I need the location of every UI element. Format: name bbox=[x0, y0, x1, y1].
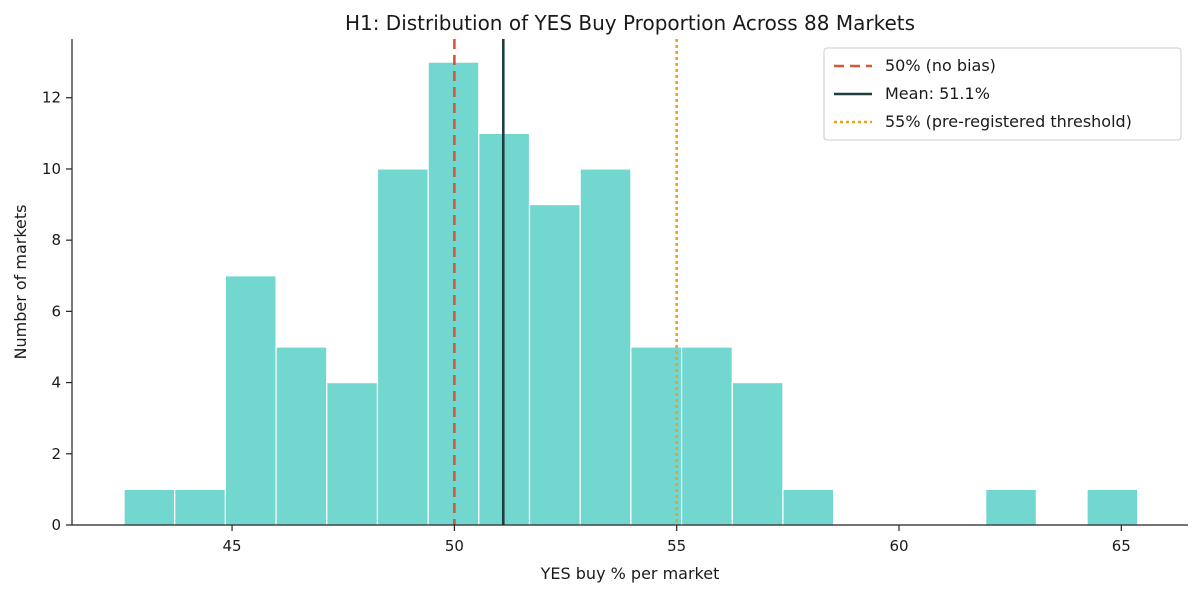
chart-title: H1: Distribution of YES Buy Proportion A… bbox=[345, 11, 915, 35]
histogram-bar bbox=[731, 381, 784, 526]
reference-lines-group bbox=[453, 39, 678, 525]
y-tick-label: 0 bbox=[51, 516, 61, 534]
histogram-bar bbox=[224, 275, 277, 526]
y-tick-label: 12 bbox=[42, 89, 61, 107]
histogram-bar bbox=[1086, 488, 1139, 526]
histogram-bar bbox=[376, 168, 429, 526]
y-axis-label: Number of markets bbox=[11, 205, 30, 360]
histogram-bar bbox=[579, 168, 632, 526]
histogram-bar bbox=[782, 488, 835, 526]
x-tick-label: 65 bbox=[1112, 537, 1131, 555]
y-tick-label: 6 bbox=[51, 302, 61, 320]
histogram-bar bbox=[680, 346, 733, 526]
y-tick-label: 10 bbox=[42, 160, 61, 178]
legend-label: 50% (no bias) bbox=[885, 56, 996, 75]
y-tick-label: 2 bbox=[51, 445, 61, 463]
x-ticks-group: 45 50 55 60 65 bbox=[223, 525, 1131, 555]
x-axis-label: YES buy % per market bbox=[540, 564, 720, 583]
y-tick-label: 8 bbox=[51, 231, 61, 249]
x-tick-label: 60 bbox=[889, 537, 908, 555]
bars-group bbox=[123, 61, 1139, 526]
legend-label: Mean: 51.1% bbox=[885, 84, 990, 103]
x-tick-label: 50 bbox=[445, 537, 464, 555]
histogram-bar bbox=[528, 203, 581, 526]
y-tick-label: 4 bbox=[51, 374, 61, 392]
x-tick-label: 45 bbox=[223, 537, 242, 555]
x-tick-label: 55 bbox=[667, 537, 686, 555]
histogram-bar bbox=[174, 488, 226, 526]
legend-box bbox=[823, 47, 1182, 141]
legend: 50% (no bias) Mean: 51.1% 55% (pre-registe… bbox=[823, 47, 1182, 141]
histogram-bar bbox=[326, 381, 379, 526]
histogram-bar bbox=[630, 346, 683, 526]
histogram-bar bbox=[123, 488, 176, 526]
legend-label: 55% (pre-registered threshold) bbox=[885, 112, 1132, 131]
histogram-bar bbox=[275, 346, 328, 526]
y-ticks-group: 0 2 4 6 8 10 12 bbox=[42, 89, 72, 534]
histogram-bar bbox=[985, 488, 1037, 526]
